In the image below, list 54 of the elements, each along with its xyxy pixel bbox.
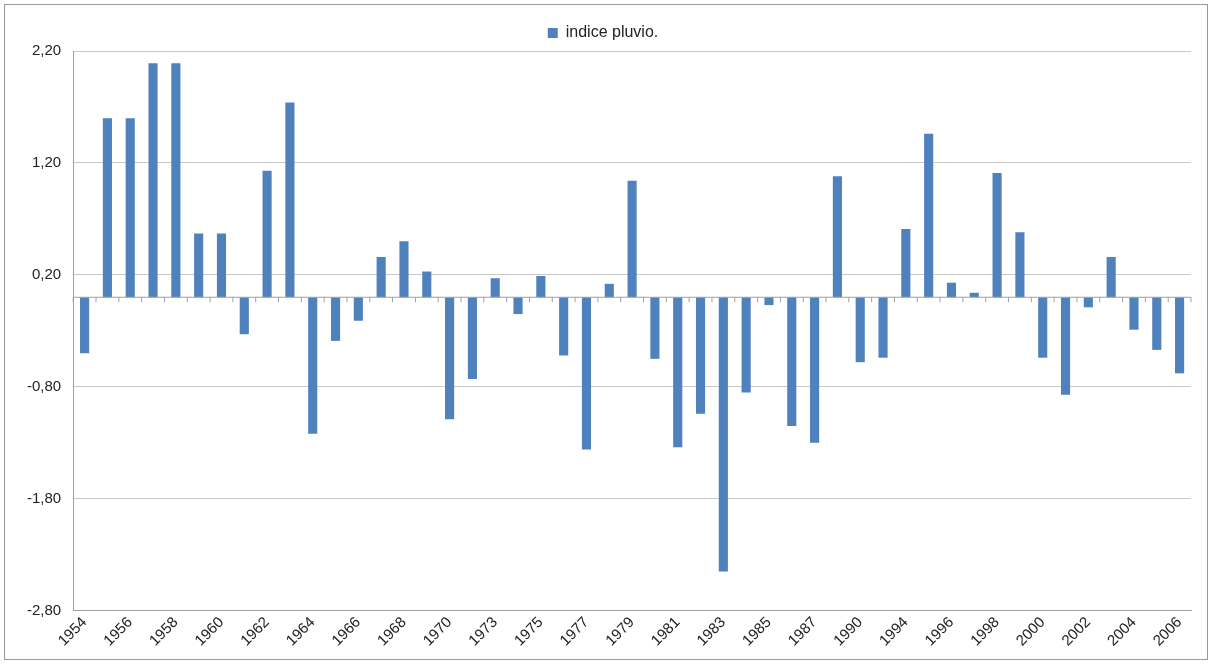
y-tick-label: 1,20 [31, 153, 62, 171]
bar [741, 297, 751, 393]
bar [1152, 297, 1162, 350]
y-tick-label: -0,80 [26, 376, 62, 394]
bar [513, 297, 523, 315]
bar [901, 228, 911, 298]
bar [330, 297, 341, 341]
bar [239, 297, 249, 335]
bar [604, 283, 614, 298]
bar [673, 297, 683, 448]
bar [285, 102, 295, 298]
bar [1038, 297, 1048, 358]
bar [627, 180, 637, 298]
bar [832, 176, 842, 298]
bar [376, 256, 386, 298]
bar [125, 118, 135, 298]
bar [695, 297, 706, 414]
bar [148, 63, 158, 298]
bar [536, 275, 546, 298]
bar [399, 241, 409, 298]
bar [171, 63, 181, 298]
y-tick-label: -1,80 [26, 488, 62, 506]
bar [1106, 256, 1116, 298]
y-tick-label: -2,80 [26, 600, 62, 618]
bar [924, 133, 934, 298]
bar [194, 233, 204, 298]
y-tick-label: 2,20 [31, 41, 62, 59]
bar [718, 297, 728, 572]
bar [946, 282, 957, 298]
bar [1175, 297, 1185, 374]
bar [1060, 297, 1071, 395]
bar [878, 297, 888, 358]
bar [1129, 297, 1139, 330]
bar [262, 170, 272, 298]
bar [445, 297, 455, 420]
bar [490, 278, 500, 298]
bar [467, 297, 477, 379]
bar [102, 118, 112, 298]
bar [855, 297, 865, 363]
bar [581, 297, 592, 450]
bar [422, 271, 432, 298]
bar [308, 297, 318, 434]
bar [559, 297, 569, 356]
y-tick-label: 0,20 [31, 265, 62, 283]
bar [1015, 232, 1025, 298]
bar [353, 297, 363, 321]
bar [810, 297, 820, 443]
bar [992, 173, 1002, 298]
bar [80, 297, 90, 354]
bar [216, 233, 227, 298]
bar [787, 297, 797, 426]
bar [650, 297, 660, 359]
legend-label: indice pluvio. [565, 23, 659, 41]
bar [764, 297, 774, 306]
